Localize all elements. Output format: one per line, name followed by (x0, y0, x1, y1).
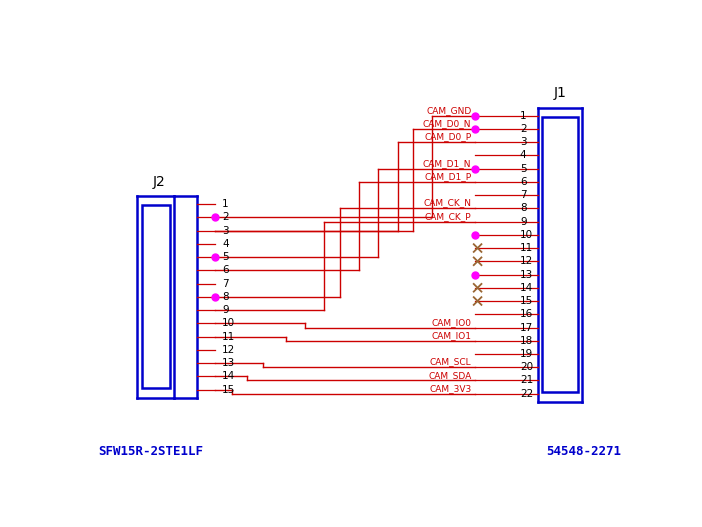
Text: 4: 4 (222, 239, 229, 249)
Text: 7: 7 (222, 279, 229, 289)
Text: 18: 18 (520, 336, 534, 346)
Text: 5: 5 (222, 252, 229, 262)
Text: 6: 6 (520, 177, 526, 187)
Text: 4: 4 (520, 150, 526, 160)
Text: CAM_3V3: CAM_3V3 (429, 384, 472, 393)
Text: CAM_IO1: CAM_IO1 (432, 331, 472, 340)
Text: 12: 12 (520, 256, 534, 266)
Text: CAM_GND: CAM_GND (426, 106, 472, 115)
Text: 8: 8 (520, 203, 526, 213)
Text: J2: J2 (152, 174, 166, 189)
Text: 22: 22 (520, 389, 534, 399)
Text: 3: 3 (520, 137, 526, 147)
Text: 5: 5 (520, 163, 526, 173)
Text: 15: 15 (520, 296, 534, 306)
Text: 15: 15 (222, 385, 235, 395)
Text: 9: 9 (520, 217, 526, 227)
Text: 10: 10 (520, 230, 533, 240)
Text: 10: 10 (222, 318, 235, 328)
Text: 2: 2 (222, 212, 229, 222)
Text: J1: J1 (554, 86, 567, 100)
Text: 54548-2271: 54548-2271 (546, 445, 621, 458)
Text: 9: 9 (222, 305, 229, 315)
Text: 12: 12 (222, 345, 235, 355)
Text: 14: 14 (520, 283, 534, 293)
Text: CAM_CK_P: CAM_CK_P (425, 212, 472, 221)
Bar (142, 206, 170, 388)
Text: 16: 16 (520, 309, 534, 319)
Text: CAM_CK_N: CAM_CK_N (423, 199, 472, 208)
Text: 19: 19 (520, 349, 534, 359)
Text: CAM_D0_P: CAM_D0_P (424, 132, 472, 141)
Text: 8: 8 (222, 292, 229, 302)
Text: 6: 6 (222, 266, 229, 276)
Text: CAM_SCL: CAM_SCL (430, 357, 472, 366)
Text: 21: 21 (520, 375, 534, 385)
Text: 3: 3 (222, 226, 229, 236)
Text: 17: 17 (520, 323, 534, 333)
Text: 11: 11 (222, 331, 235, 341)
Text: CAM_D1_N: CAM_D1_N (423, 159, 472, 168)
Text: CAM_SDA: CAM_SDA (428, 370, 472, 380)
Text: 2: 2 (520, 124, 526, 134)
Text: 20: 20 (520, 362, 533, 372)
Text: 7: 7 (520, 190, 526, 200)
Text: SFW15R-2STE1LF: SFW15R-2STE1LF (99, 445, 204, 458)
Text: CAM_D0_N: CAM_D0_N (423, 119, 472, 128)
Text: 11: 11 (520, 243, 534, 253)
Text: CAM_IO0: CAM_IO0 (432, 318, 472, 327)
Text: 14: 14 (222, 372, 235, 382)
Text: 1: 1 (222, 199, 229, 209)
Text: 13: 13 (222, 358, 235, 368)
Bar (542, 117, 578, 393)
Text: CAM_D1_P: CAM_D1_P (424, 172, 472, 181)
Text: 13: 13 (520, 269, 534, 279)
Text: 1: 1 (520, 111, 526, 121)
